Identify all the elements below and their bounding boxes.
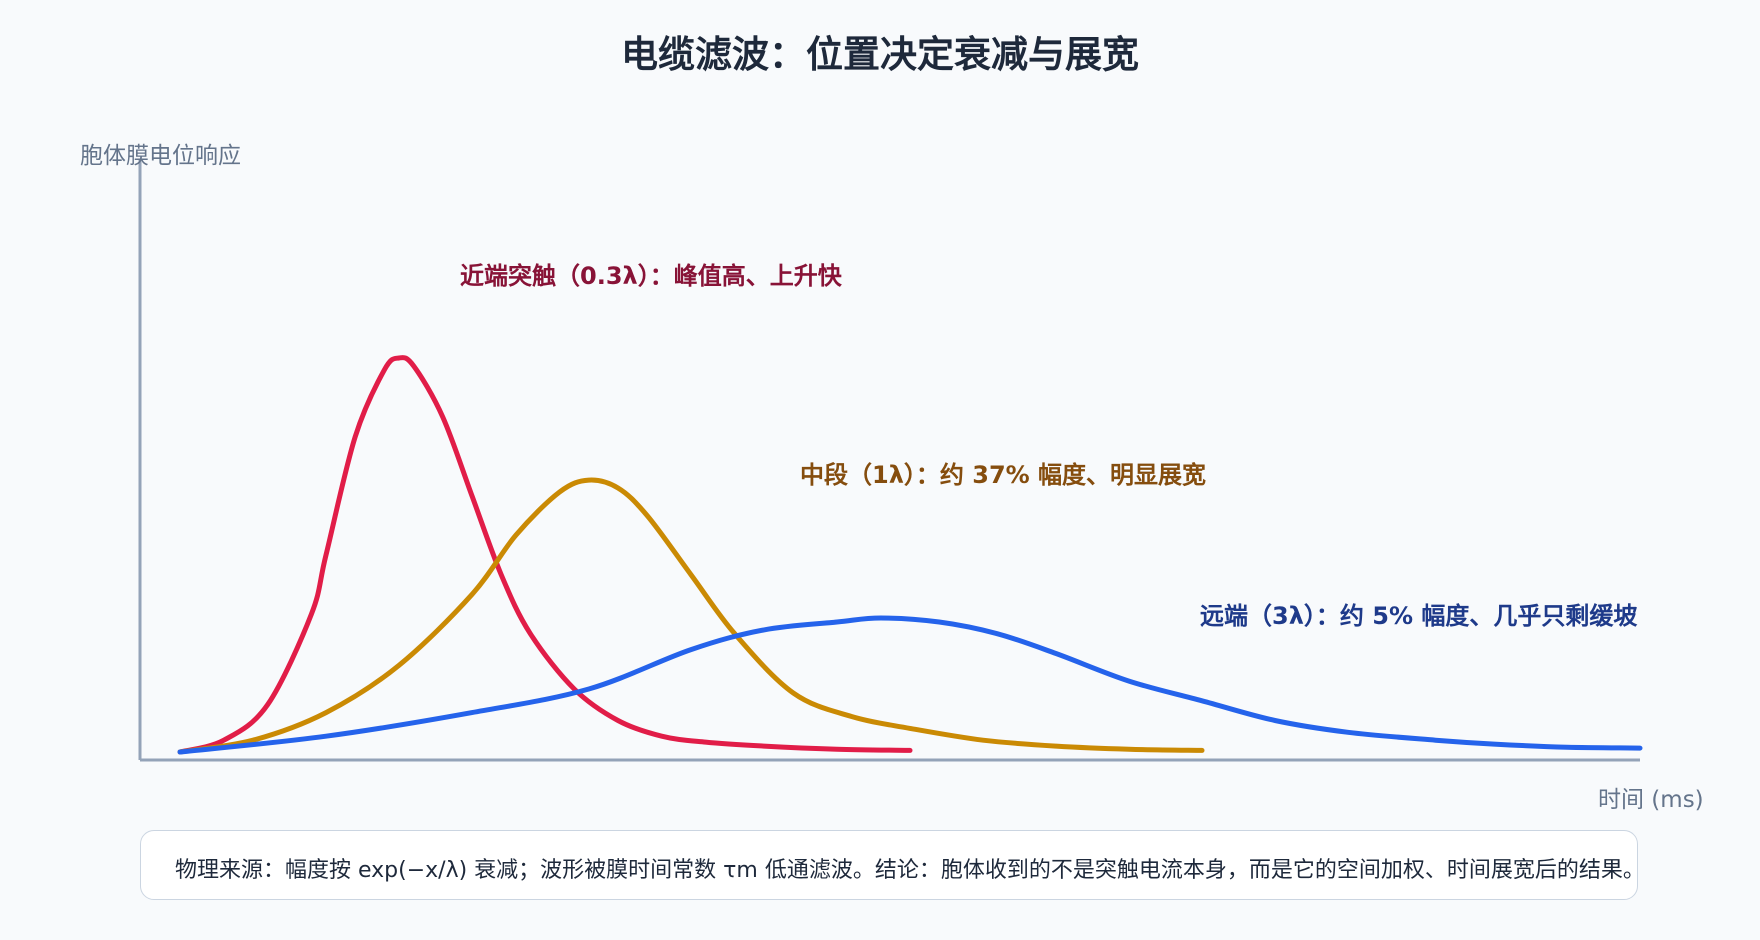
figure-title: 电缆滤波：位置决定衰减与展宽 — [621, 33, 1139, 76]
note-text: 物理来源：幅度按 exp(−x/λ) 衰减；波形被膜时间常数 τm 低通滤波。结… — [175, 858, 1638, 883]
annotation-middle: 中段（1λ）：约 37% 幅度、明显展宽 — [800, 461, 1207, 489]
annotation-distal: 远端（3λ）：约 5% 幅度、几乎只剩缓坡 — [1200, 602, 1638, 630]
x-axis-label: 时间 (ms) — [1598, 787, 1704, 813]
series-line-distal — [177, 615, 1643, 755]
annotation-proximal: 近端突触（0.3λ）：峰值高、上升快 — [460, 262, 842, 290]
note-box: 物理来源：幅度按 exp(−x/λ) 衰减；波形被膜时间常数 τm 低通滤波。结… — [140, 830, 1638, 900]
series-line-proximal — [177, 355, 913, 755]
y-axis-label: 胞体膜电位响应 — [80, 143, 241, 169]
series-line-middle — [177, 477, 1205, 755]
series-layer — [177, 355, 1643, 755]
